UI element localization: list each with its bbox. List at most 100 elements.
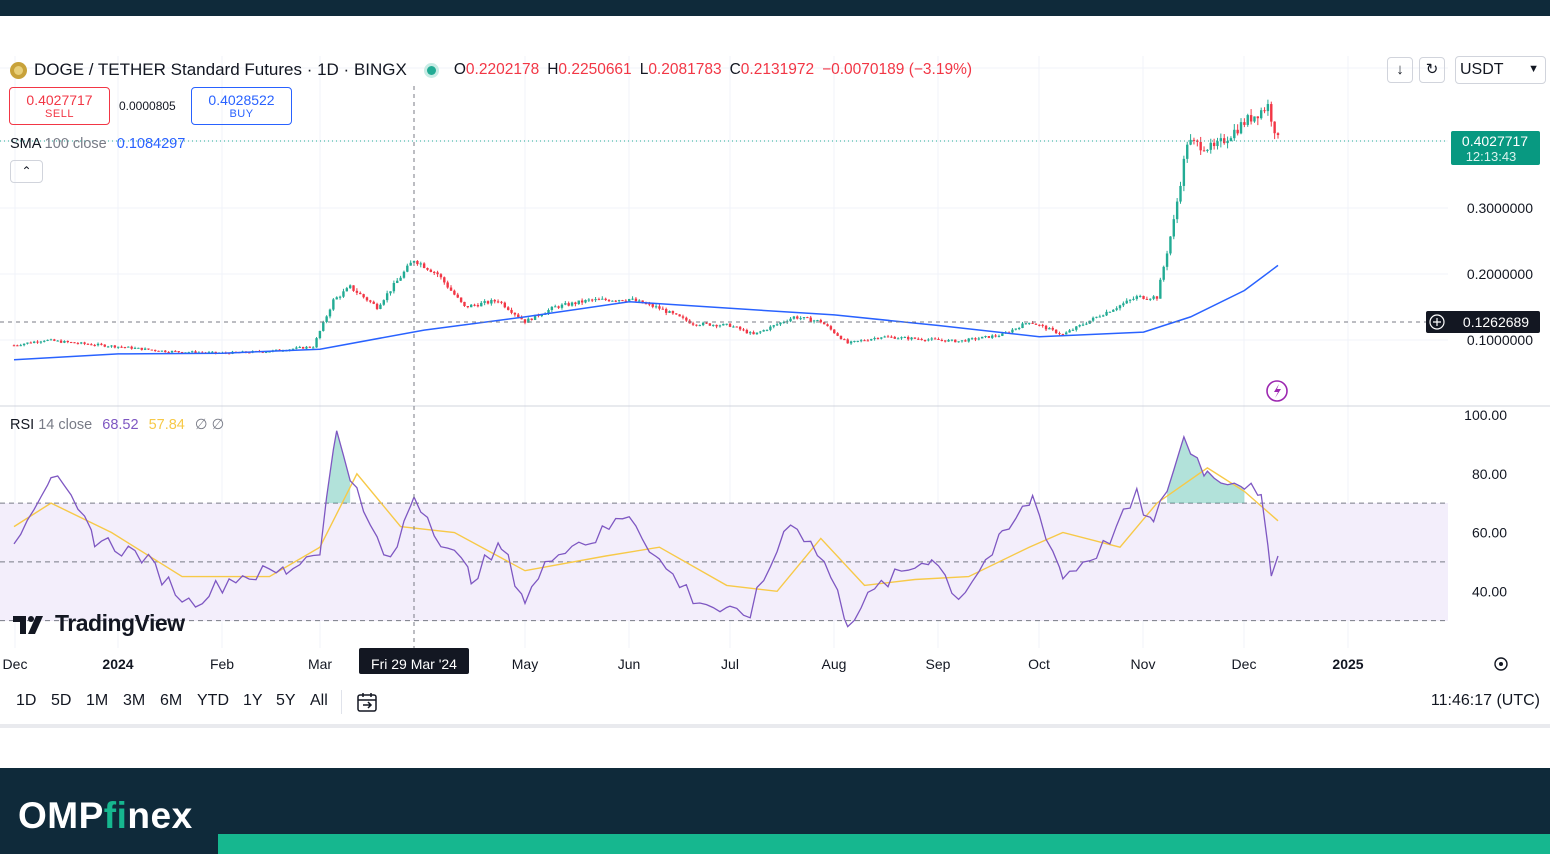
price-axis[interactable]: 0.3000000 0.2000000 0.1000000	[1467, 200, 1533, 348]
candle-body	[668, 311, 671, 313]
candle-body	[1182, 158, 1186, 186]
candle	[994, 334, 997, 338]
candle	[39, 340, 43, 344]
doge-coin-icon	[10, 61, 27, 79]
candle	[870, 338, 873, 341]
candle-body	[940, 339, 944, 341]
candle	[1105, 309, 1108, 317]
candle	[396, 277, 399, 284]
candle	[1179, 181, 1182, 204]
candle-body	[73, 342, 76, 344]
price-tick-label-1: 0.2000000	[1467, 266, 1533, 282]
candle	[759, 330, 762, 335]
candle-body	[762, 330, 765, 332]
candle-body	[819, 320, 823, 323]
range-5y-button[interactable]: 5Y	[276, 692, 296, 709]
sell-button[interactable]: 0.4027717 SELL	[9, 87, 110, 125]
price-tick-label-0: 0.3000000	[1467, 200, 1533, 216]
sync-button[interactable]: ↻	[1419, 57, 1445, 83]
candle-body	[342, 291, 345, 297]
settings-gear-icon[interactable]	[1494, 657, 1508, 671]
candle-body	[1001, 333, 1004, 336]
candle-body	[886, 336, 890, 338]
candle-body	[1108, 311, 1112, 313]
candle-body	[597, 299, 601, 301]
range-ytd-button[interactable]: YTD	[197, 692, 229, 709]
candle-body	[849, 341, 853, 344]
candle	[1172, 214, 1175, 240]
candle	[338, 295, 342, 300]
candle	[722, 323, 725, 326]
candle-body	[822, 322, 826, 325]
candle-body	[490, 300, 493, 304]
candle	[930, 337, 933, 341]
range-5d-button[interactable]: 5D	[51, 692, 72, 709]
candle-body	[392, 283, 396, 292]
candle	[1135, 294, 1139, 301]
candle-body	[631, 298, 634, 300]
candle	[1199, 136, 1202, 155]
range-3m-button[interactable]: 3M	[123, 692, 146, 709]
candle	[890, 335, 893, 338]
candle	[311, 346, 315, 349]
candle	[735, 326, 738, 328]
candle	[332, 298, 335, 311]
candle-body	[177, 351, 180, 353]
chart-canvas[interactable]: 0.3000000 0.2000000 0.1000000 100.00 80.00 6…	[0, 16, 1550, 680]
candle-body	[399, 277, 402, 281]
candle-body	[564, 303, 567, 305]
symbol-title[interactable]: DOGE / TETHER Standard Futures · 1D · BI…	[34, 60, 407, 79]
candle-body	[187, 352, 191, 354]
candle-body	[53, 339, 56, 341]
candle	[133, 346, 137, 350]
range-6m-button[interactable]: 6M	[160, 692, 183, 709]
candle-body	[127, 346, 130, 348]
candle	[433, 270, 436, 276]
candle	[1266, 99, 1270, 116]
sma-legend[interactable]: SMA 100 close 0.1084297	[10, 136, 186, 152]
candle-body	[557, 306, 560, 308]
time-tick-label-12: 2025	[1332, 656, 1363, 672]
range-1d-button[interactable]: 1D	[16, 692, 37, 709]
range-1y-button[interactable]: 1Y	[243, 692, 263, 709]
candle	[59, 339, 63, 344]
candle	[691, 321, 695, 327]
candle-body	[661, 308, 665, 310]
candle	[160, 350, 164, 352]
range-1m-button[interactable]: 1M	[86, 692, 109, 709]
range-all-button[interactable]: All	[310, 692, 328, 709]
candle-body	[745, 329, 749, 334]
candle-body	[496, 301, 500, 303]
candle-body	[19, 345, 22, 347]
collapse-legend-button[interactable]: ⌃	[10, 160, 43, 183]
candle-body	[167, 352, 170, 354]
rsi-legend[interactable]: RSI 14 close 68.52 57.84 ∅ ∅	[10, 417, 225, 433]
buy-button[interactable]: 0.4028522 BUY	[191, 87, 292, 125]
candle-body	[1270, 104, 1273, 122]
candle-body	[1229, 138, 1233, 142]
lightning-icon[interactable]	[1266, 380, 1288, 402]
candle	[1175, 198, 1179, 224]
candle	[147, 348, 150, 350]
currency-select[interactable]: USDT ▼	[1455, 56, 1546, 84]
candle	[896, 337, 900, 340]
candle-body	[1243, 122, 1246, 125]
candle	[1212, 138, 1216, 150]
candle-body	[1061, 334, 1065, 336]
candle-body	[325, 316, 328, 322]
candle	[839, 335, 843, 340]
candle-body	[1065, 332, 1068, 335]
candle	[100, 342, 103, 346]
calendar-goto-icon[interactable]	[356, 691, 378, 713]
candle	[1182, 155, 1186, 192]
rsi-axis[interactable]: 100.00 80.00 60.00 40.00	[1464, 407, 1507, 599]
candle-body	[170, 350, 174, 353]
candle	[359, 291, 362, 295]
utc-clock[interactable]: 11:46:17 (UTC)	[1430, 692, 1540, 709]
candle	[150, 349, 154, 351]
candle-body	[725, 323, 728, 325]
time-axis[interactable]: Dec 2024 Feb Mar May Jun Jul Aug Sep Oct Nov Dec 202…	[3, 656, 1364, 672]
download-button[interactable]: ↓	[1387, 57, 1413, 83]
candle	[557, 305, 560, 310]
candle-body	[732, 326, 735, 328]
